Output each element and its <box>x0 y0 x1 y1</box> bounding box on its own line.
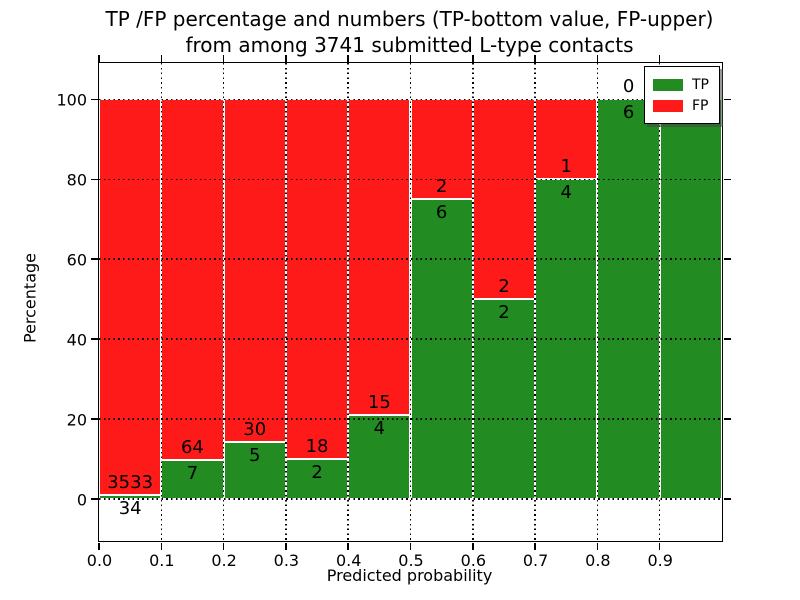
bar-segment-tp <box>659 99 722 500</box>
x-tick-mark-top <box>596 54 599 62</box>
fp-count-label: 18 <box>305 436 329 458</box>
x-tick-mark-bottom <box>596 542 599 550</box>
bar-segment-tp <box>472 299 536 500</box>
fp-count-label: 2 <box>435 176 448 198</box>
bar-segment-fp <box>285 99 349 460</box>
y-tick-mark-right <box>723 178 731 181</box>
y-tick-mark-right <box>723 338 731 340</box>
x-tick-mark-bottom <box>98 542 100 550</box>
bar-segment-fp <box>472 99 536 300</box>
v-gridline <box>160 63 163 541</box>
y-tick-mark-left <box>90 178 98 181</box>
tp-swatch-icon <box>653 78 683 91</box>
x-tick-label: 0.1 <box>149 551 175 570</box>
x-tick-label: 0.0 <box>86 551 113 570</box>
x-tick-mark-bottom <box>347 542 349 550</box>
fp-count-label: 30 <box>243 418 267 440</box>
tp-count-label: 2 <box>498 302 510 324</box>
x-tick-label: 0.5 <box>398 551 424 570</box>
bar-segment-fp <box>348 99 411 415</box>
x-tick-mark-top <box>409 54 412 62</box>
legend-item-tp: TP <box>653 74 709 95</box>
x-tick-mark-top <box>160 54 163 62</box>
legend: TP FP <box>644 66 720 124</box>
x-tick-mark-bottom <box>222 542 225 550</box>
fp-count-label: 15 <box>367 391 391 413</box>
legend-label-fp: FP <box>692 97 709 114</box>
x-axis-label: Predicted probability <box>326 566 493 585</box>
v-gridline <box>222 63 225 541</box>
x-tick-mark-bottom <box>285 542 287 550</box>
x-tick-label: 0.7 <box>522 551 549 570</box>
x-tick-label: 0.6 <box>460 551 487 570</box>
x-tick-mark-top <box>658 54 661 62</box>
x-tick-label: 0.2 <box>211 551 237 570</box>
tp-count-label: 2 <box>311 462 323 484</box>
x-tick-mark-bottom <box>472 542 474 550</box>
y-tick-label: 100 <box>56 90 87 110</box>
tp-count-label: 4 <box>373 417 386 439</box>
fp-count-label: 3533 <box>107 472 154 494</box>
fp-count-label: 64 <box>180 436 204 458</box>
x-tick-mark-top <box>98 54 100 62</box>
x-tick-mark-top <box>472 54 474 62</box>
y-tick-label: 60 <box>66 250 87 270</box>
y-tick-mark-left <box>90 258 98 260</box>
fp-count-label: 0 <box>622 76 635 98</box>
y-tick-mark-right <box>723 258 731 260</box>
y-tick-mark-right <box>723 98 731 101</box>
y-tick-mark-right <box>723 498 731 500</box>
y-tick-mark-left <box>90 418 98 420</box>
x-tick-label: 0.8 <box>585 551 611 570</box>
x-tick-label: 0.4 <box>335 551 362 570</box>
bar-segment-tp <box>410 199 473 500</box>
x-tick-mark-bottom <box>534 542 536 550</box>
x-tick-mark-top <box>534 54 536 62</box>
v-gridline <box>472 63 474 541</box>
fp-count-label: 2 <box>498 276 510 298</box>
tp-count-label: 4 <box>560 182 572 204</box>
v-gridline <box>596 63 599 541</box>
y-tick-label: 40 <box>66 330 87 350</box>
x-tick-label: 0.3 <box>273 551 300 570</box>
v-gridline <box>347 63 349 541</box>
x-tick-mark-top <box>347 54 349 62</box>
x-tick-mark-top <box>285 54 287 62</box>
legend-label-tp: TP <box>692 76 709 93</box>
v-gridline <box>534 63 536 541</box>
tp-count-label: 6 <box>435 202 448 224</box>
bar-segment-fp <box>161 99 224 460</box>
bar-segment-tp <box>597 99 660 500</box>
y-tick-mark-left <box>90 98 98 101</box>
y-tick-mark-left <box>90 338 98 340</box>
tp-count-label: 6 <box>622 102 635 124</box>
v-gridline <box>658 63 661 541</box>
v-gridline <box>409 63 412 541</box>
bar-segment-fp <box>99 99 162 496</box>
y-tick-label: 20 <box>66 410 87 430</box>
x-tick-mark-top <box>222 54 225 62</box>
x-tick-mark-bottom <box>658 542 661 550</box>
y-tick-mark-left <box>90 498 98 500</box>
tp-count-label: 5 <box>249 444 261 466</box>
y-tick-label: 80 <box>66 170 87 190</box>
v-gridline <box>285 63 287 541</box>
chart-title-line1: TP /FP percentage and numbers (TP-bottom… <box>105 7 714 31</box>
plot-area: 3533346473051821542622140606 <box>90 54 731 550</box>
fp-count-label: 1 <box>560 156 572 178</box>
y-tick-label: 0 <box>76 490 87 510</box>
fp-swatch-icon <box>653 99 683 112</box>
x-tick-mark-bottom <box>409 542 412 550</box>
x-tick-label: 0.9 <box>647 551 673 570</box>
y-tick-mark-right <box>723 418 731 420</box>
tp-count-label: 34 <box>118 498 142 520</box>
bar-segment-fp <box>223 99 286 442</box>
x-tick-mark-bottom <box>160 542 163 550</box>
tp-count-label: 7 <box>186 462 199 484</box>
legend-item-fp: FP <box>653 95 709 116</box>
chart-title-line2: from among 3741 submitted L-type contact… <box>185 33 634 57</box>
